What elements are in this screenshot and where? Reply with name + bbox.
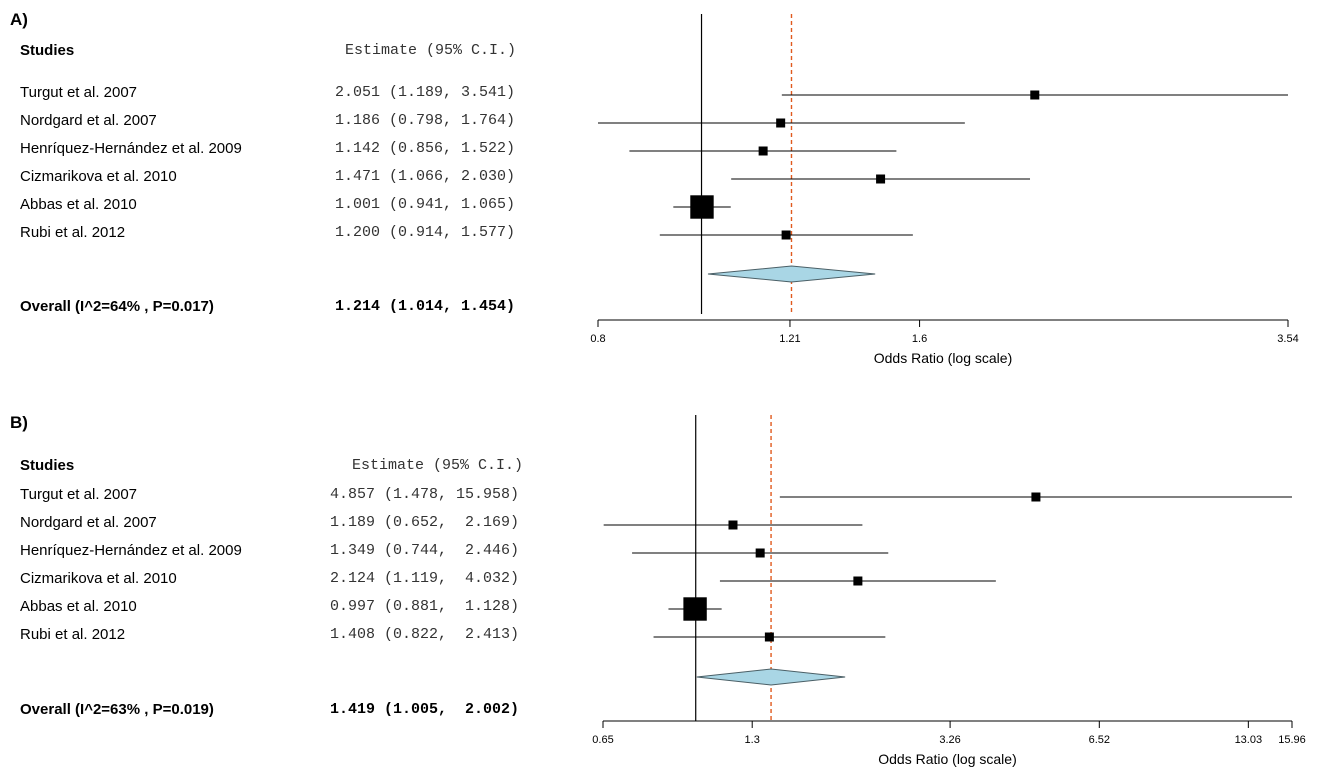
- overall-name: Overall (I^2=63% , P=0.019): [20, 701, 214, 718]
- study-name: Cizmarikova et al. 2010: [20, 570, 177, 587]
- x-axis-title: Odds Ratio (log scale): [878, 751, 1017, 767]
- study-name: Rubi et al. 2012: [20, 626, 126, 643]
- study-estimate: 1.471 (1.066, 2.030): [335, 168, 516, 185]
- x-axis-title: Odds Ratio (log scale): [874, 350, 1013, 366]
- study-row: Rubi et al. 2012 1.408 (0.822, 2.413): [0, 626, 600, 648]
- study-row: Henríquez-Hernández et al. 2009 1.349 (0.…: [0, 542, 600, 564]
- study-estimate: 1.001 (0.941, 1.065): [335, 196, 516, 213]
- x-tick-label: 15.96: [1278, 734, 1306, 746]
- study-name: Cizmarikova et al. 2010: [20, 168, 177, 185]
- overall-estimate: 1.214 (1.014, 1.454): [335, 298, 516, 315]
- study-point-estimate: [781, 230, 791, 240]
- study-estimate: 1.186 (0.798, 1.764): [335, 112, 516, 129]
- study-name: Nordgard et al. 2007: [20, 112, 157, 129]
- study-point-estimate: [776, 118, 786, 128]
- study-point-estimate: [1031, 492, 1041, 502]
- study-estimate: 2.051 (1.189, 3.541): [335, 84, 516, 101]
- study-point-estimate: [690, 195, 714, 219]
- x-tick-label: 1.6: [912, 333, 927, 345]
- study-estimate: 1.349 (0.744, 2.446): [330, 542, 520, 559]
- study-point-estimate: [683, 597, 707, 621]
- header-studies: Studies: [20, 42, 75, 59]
- overall-estimate: 1.419 (1.005, 2.002): [330, 701, 520, 718]
- x-tick-label: 13.03: [1235, 734, 1263, 746]
- study-estimate: 2.124 (1.119, 4.032): [330, 570, 520, 587]
- x-tick-label: 6.52: [1089, 734, 1110, 746]
- study-point-estimate: [764, 632, 774, 642]
- study-estimate: 1.189 (0.652, 2.169): [330, 514, 520, 531]
- header-estimate: Estimate (95% C.I.): [345, 42, 517, 59]
- study-point-estimate: [876, 174, 886, 184]
- study-estimate: 0.997 (0.881, 1.128): [330, 598, 520, 615]
- overall-row: Overall (I^2=64% , P=0.017) 1.214 (1.014,…: [0, 298, 600, 320]
- study-estimate: 1.200 (0.914, 1.577): [335, 224, 516, 241]
- study-name: Turgut et al. 2007: [20, 84, 138, 101]
- overall-diamond: [696, 668, 846, 686]
- header-studies: Studies: [20, 457, 75, 474]
- study-row: Cizmarikova et al. 2010 1.471 (1.066, 2.0…: [0, 168, 600, 190]
- study-point-estimate: [1030, 90, 1040, 100]
- study-name: Nordgard et al. 2007: [20, 514, 157, 531]
- study-estimate: 1.142 (0.856, 1.522): [335, 140, 516, 157]
- study-row: Rubi et al. 2012 1.200 (0.914, 1.577): [0, 224, 600, 246]
- study-row: Nordgard et al. 2007 1.186 (0.798, 1.764): [0, 112, 600, 134]
- forest-plot-panel-b: B) Studies Estimate (95% C.I.) Turgut et…: [0, 389, 1317, 778]
- study-row: Turgut et al. 2007 2.051 (1.189, 3.541): [0, 84, 600, 106]
- study-row: Henríquez-Hernández et al. 2009 1.142 (0.…: [0, 140, 600, 162]
- panel-label: A): [10, 10, 28, 29]
- study-row: Turgut et al. 2007 4.857 (1.478, 15.958): [0, 486, 600, 508]
- overall-row: Overall (I^2=63% , P=0.019) 1.419 (1.005,…: [0, 701, 600, 723]
- study-name: Rubi et al. 2012: [20, 224, 126, 241]
- forest-plot-b: 0.65 1.3 3.26 6.52 13.03 15.96 Odds Ratio (log…: [592, 415, 1306, 767]
- x-tick-label: 0.65: [592, 734, 613, 746]
- study-row: Nordgard et al. 2007 1.189 (0.652, 2.169): [0, 514, 600, 536]
- study-estimate: 1.408 (0.822, 2.413): [330, 626, 520, 643]
- forest-plot-panel-a: A) Studies Estimate (95% C.I.) Turgut et…: [0, 10, 1299, 366]
- study-estimate: 4.857 (1.478, 15.958): [330, 486, 520, 503]
- study-row: Cizmarikova et al. 2010 2.124 (1.119, 4.0…: [0, 570, 600, 592]
- study-row: Abbas et al. 2010 0.997 (0.881, 1.128): [0, 598, 600, 620]
- study-name: Henríquez-Hernández et al. 2009: [20, 542, 242, 559]
- x-tick-label: 0.8: [590, 333, 605, 345]
- panel-label: B): [10, 413, 28, 432]
- header-estimate: Estimate (95% C.I.): [352, 457, 524, 474]
- study-name: Turgut et al. 2007: [20, 486, 138, 503]
- study-name: Abbas et al. 2010: [20, 196, 137, 213]
- study-row: Abbas et al. 2010 1.001 (0.941, 1.065): [0, 196, 600, 218]
- study-name: Abbas et al. 2010: [20, 598, 137, 615]
- study-name: Henríquez-Hernández et al. 2009: [20, 140, 242, 157]
- study-point-estimate: [755, 548, 765, 558]
- forest-plot-a: 0.8 1.21 1.6 3.54 Odds Ratio (log scale): [590, 14, 1299, 366]
- study-point-estimate: [853, 576, 863, 586]
- overall-name: Overall (I^2=64% , P=0.017): [20, 298, 214, 315]
- x-tick-label: 1.3: [745, 734, 760, 746]
- overall-diamond: [707, 265, 876, 283]
- study-point-estimate: [758, 146, 768, 156]
- x-tick-label: 3.54: [1277, 333, 1298, 345]
- x-tick-label: 1.21: [779, 333, 800, 345]
- x-tick-label: 3.26: [939, 734, 960, 746]
- study-point-estimate: [728, 520, 738, 530]
